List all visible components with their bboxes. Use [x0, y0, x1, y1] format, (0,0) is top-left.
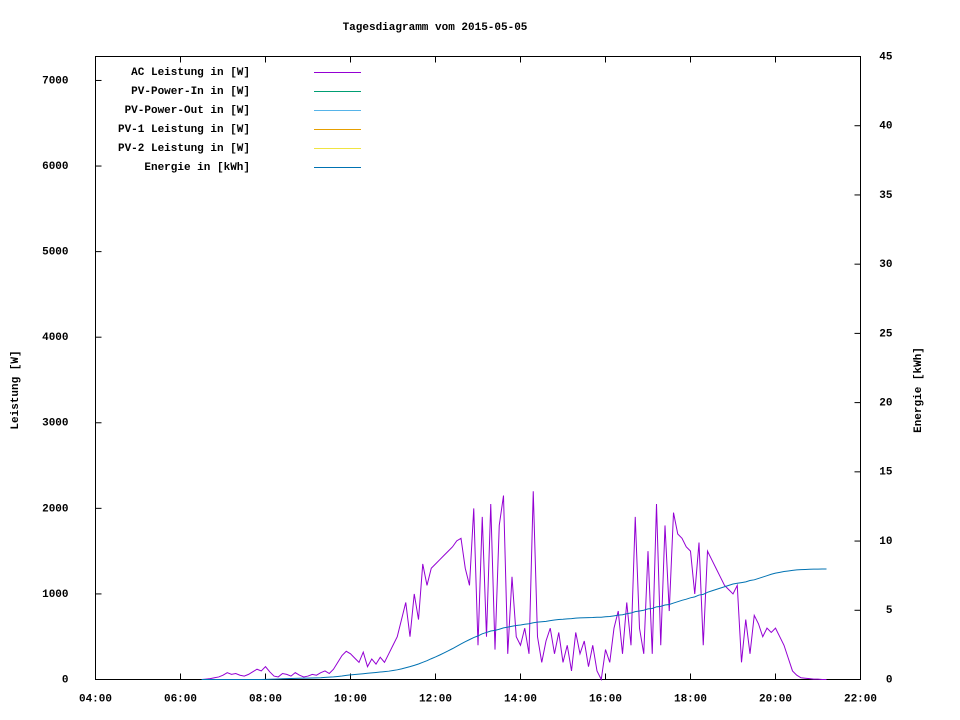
y2-tick-label: 0 — [886, 674, 893, 686]
y2-tick-label: 30 — [879, 259, 892, 271]
y2-tick-label: 10 — [879, 536, 892, 548]
y2-tick-label: 35 — [879, 190, 893, 202]
data-line — [201, 568, 827, 680]
legend-label: PV-2 Leistung in [W] — [118, 143, 250, 155]
x-tick-label: 18:00 — [674, 693, 707, 705]
y2-tick-label: 15 — [879, 467, 893, 479]
x-tick-label: 12:00 — [419, 693, 452, 705]
y-tick-label: 7000 — [42, 75, 68, 87]
x-tick-label: 22:00 — [844, 693, 877, 705]
y-tick-label: 2000 — [42, 503, 68, 515]
y-tick-label: 6000 — [42, 161, 68, 173]
plot-border — [95, 56, 861, 680]
y2-axis-label: Energie [kWh] — [913, 347, 925, 433]
x-tick-label: 04:00 — [79, 693, 112, 705]
x-tick-label: 14:00 — [504, 693, 537, 705]
legend-label: Energie in [kWh] — [144, 162, 250, 174]
y2-tick-label: 45 — [879, 51, 893, 63]
y2-tick-label: 20 — [879, 398, 892, 410]
data-line — [201, 491, 827, 682]
y-tick-label: 0 — [62, 674, 69, 686]
x-tick-label: 08:00 — [249, 693, 282, 705]
x-tick-label: 20:00 — [759, 693, 792, 705]
y2-tick-label: 40 — [879, 121, 892, 133]
y2-tick-label: 5 — [886, 605, 893, 617]
y-tick-label: 5000 — [42, 247, 68, 259]
y-tick-label: 1000 — [42, 589, 68, 601]
legend-label: PV-1 Leistung in [W] — [118, 124, 250, 136]
chart-title: Tagesdiagramm vom 2015-05-05 — [343, 22, 528, 34]
legend-label: PV-Power-In in [W] — [131, 86, 250, 98]
y-axis-label: Leistung [W] — [10, 350, 22, 429]
x-tick-label: 10:00 — [334, 693, 367, 705]
y-tick-label: 3000 — [42, 418, 68, 430]
x-tick-label: 06:00 — [164, 693, 197, 705]
y2-tick-label: 25 — [879, 328, 893, 340]
y-tick-label: 4000 — [42, 332, 68, 344]
x-tick-label: 16:00 — [589, 693, 622, 705]
legend-label: PV-Power-Out in [W] — [125, 105, 250, 117]
legend-label: AC Leistung in [W] — [131, 67, 250, 79]
